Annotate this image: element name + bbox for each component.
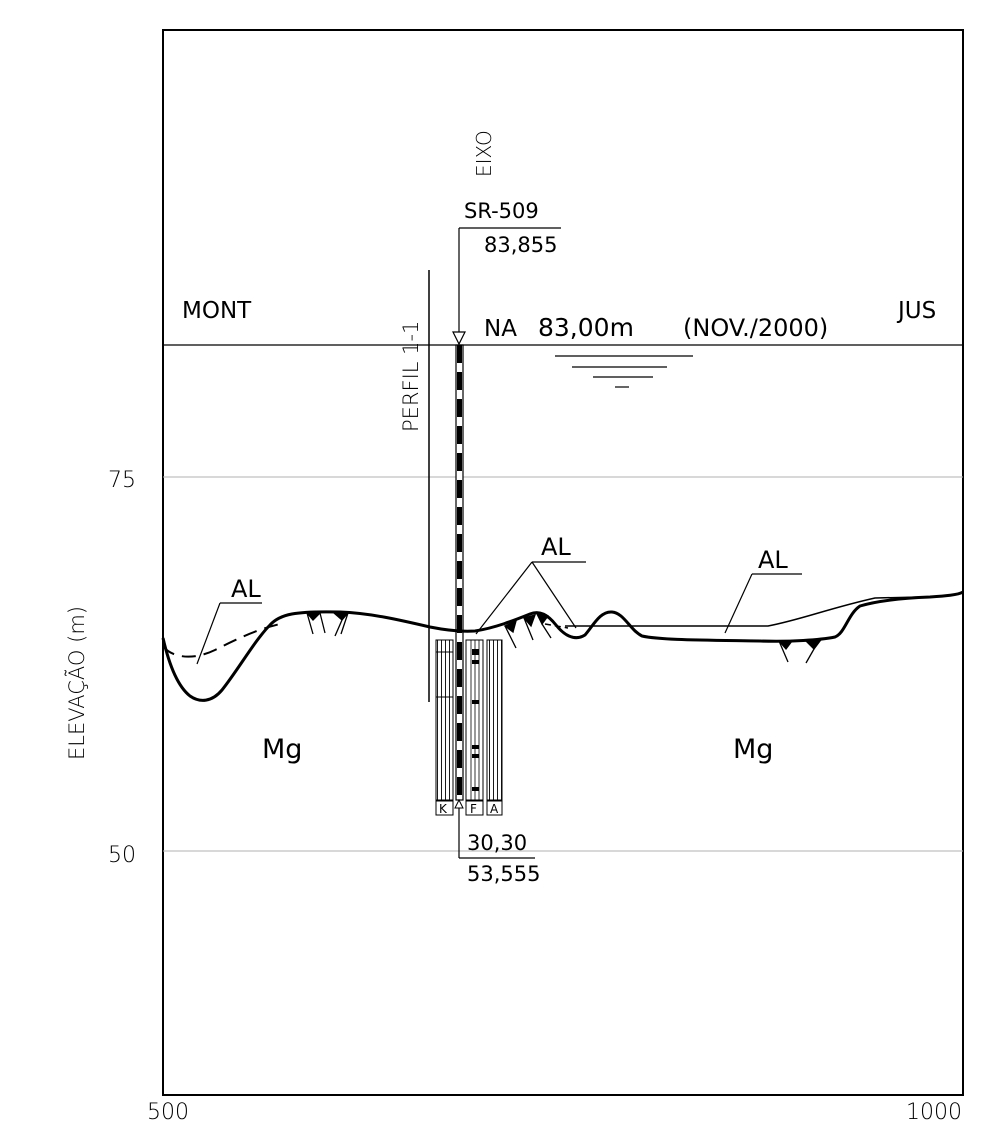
upstream-label: MONT: [182, 298, 252, 324]
unit-label-al-left: AL: [196, 575, 262, 665]
borehole-id: SR-509: [464, 199, 539, 223]
x-tick-1000: 1000: [906, 1100, 962, 1124]
unit-label-al-right: AL: [724, 546, 802, 634]
y-axis-label: ELEVAÇÃO (m): [64, 606, 89, 760]
log-column-a-code: A: [490, 802, 499, 816]
water-level-value: 83,00m: [538, 313, 634, 342]
downstream-label: JUS: [896, 298, 936, 324]
borehole-depth: 30,30: [467, 831, 527, 855]
contact-line-left-dashed: [162, 623, 281, 658]
contact-line-right: [565, 596, 921, 627]
y-tick-50: 50: [108, 843, 136, 868]
borehole-bottom-elevation: 53,555: [467, 862, 540, 886]
profile-label: PERFIL 1-1: [399, 321, 423, 432]
water-level-date: (NOV./2000): [683, 314, 828, 342]
rock-outcrop-symbol: [777, 640, 822, 664]
water-level-symbol: [555, 355, 693, 388]
log-column-f-code: F: [470, 802, 477, 816]
plot-frame: [162, 29, 964, 1096]
log-column-k-code: K: [439, 802, 448, 816]
borehole-bottom-marker: [454, 798, 464, 809]
log-column-a: A: [486, 639, 503, 816]
rock-outcrop-symbol: [503, 613, 552, 649]
log-column-k: K: [435, 639, 454, 816]
rock-outcrop-symbol: [305, 612, 350, 637]
borehole-top-marker: [452, 331, 466, 346]
y-tick-75: 75: [108, 468, 136, 493]
unit-label-al-center: AL: [475, 533, 586, 635]
unit-code-al-center: AL: [541, 533, 571, 561]
axis-line-label: EIXO: [472, 130, 496, 177]
x-tick-500: 500: [147, 1100, 189, 1124]
rock-surface-profile: [161, 590, 964, 702]
unit-code-al-right: AL: [758, 546, 788, 574]
log-column-f: F: [465, 639, 484, 816]
borehole-top-elevation: 83,855: [484, 233, 557, 257]
unit-code-al-left: AL: [231, 575, 261, 603]
unit-code-mg-right: Mg: [733, 734, 773, 765]
borehole-column: [455, 344, 464, 801]
unit-code-mg-left: Mg: [262, 734, 302, 765]
water-level-prefix: NA: [484, 316, 517, 342]
